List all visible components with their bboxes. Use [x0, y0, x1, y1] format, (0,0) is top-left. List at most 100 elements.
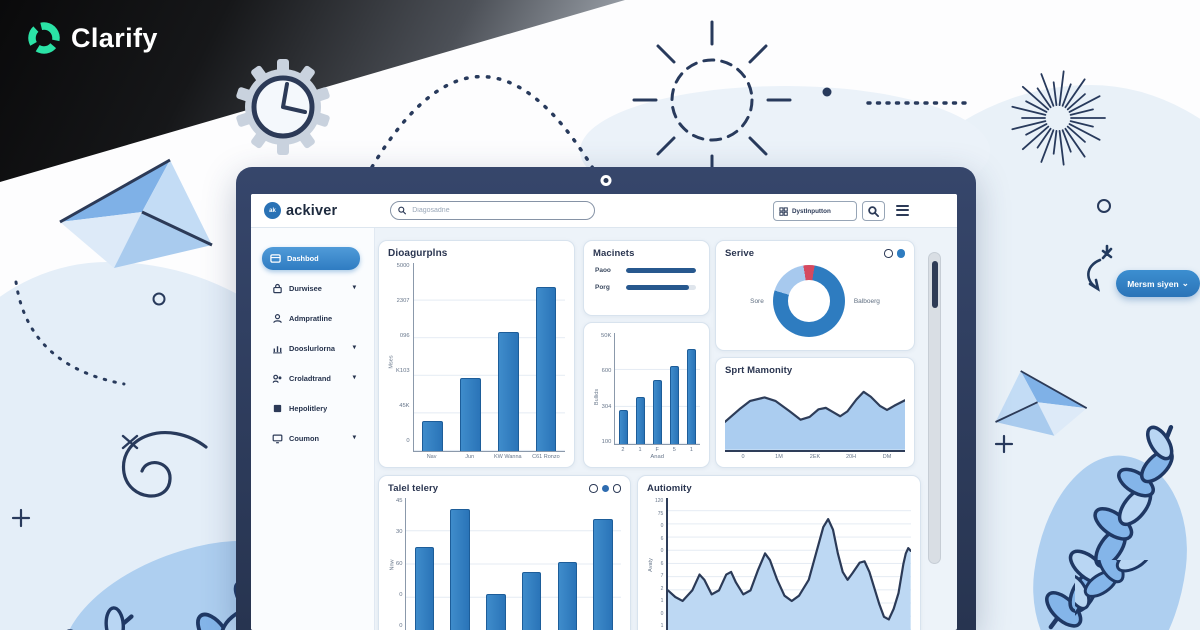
header-search-button[interactable] [862, 201, 885, 221]
search-input[interactable] [410, 206, 587, 215]
progress-track [626, 268, 696, 273]
bar [486, 593, 506, 630]
card-diagrams: Dioagurplns Mses 5000 2307 096 K103 45K 0 Nav Ju… [378, 240, 575, 468]
legend-dot-outline[interactable] [589, 484, 598, 493]
search-box[interactable] [390, 201, 595, 220]
grid-icon [779, 206, 788, 216]
bar [669, 366, 680, 444]
sidebar-item-label: Coumon [289, 434, 319, 443]
monitor-icon [272, 433, 283, 444]
users-icon [272, 373, 283, 384]
scrollbar-thumb[interactable] [931, 261, 938, 308]
plot-area [405, 498, 621, 630]
progress-row: Paoo [595, 267, 696, 274]
legend-dot-filled[interactable] [601, 485, 609, 492]
paper-plane-icon [59, 158, 213, 268]
bar [450, 508, 470, 630]
line-chart: Avaty 120 75 0 6 0 6 7 2 1 0 1 [647, 498, 911, 630]
y-axis-ticks: 5000 2307 096 K103 45K 0 [396, 263, 410, 444]
lock-icon [272, 283, 283, 294]
bar [619, 410, 629, 444]
sidebar-item-label: Croladtrand [289, 374, 331, 383]
progress-fill [626, 285, 689, 290]
line-series [668, 519, 911, 619]
progress-list: Paoo Porg [593, 259, 700, 291]
sidebar-item[interactable]: Admpratline [264, 307, 364, 330]
x-axis-label: Anad [650, 454, 664, 460]
chevron-down-icon: ▾ [352, 284, 356, 292]
dashboard-screen: ak ackiver Dystlnputton [251, 194, 957, 630]
legend-dot-outline[interactable] [884, 249, 893, 258]
sidebar-item[interactable]: Croladtrand ▾ [264, 367, 364, 390]
y-axis-ticks: 45 30 60 0 0 [396, 498, 403, 629]
card-autiomity: Autiomity Avaty 120 75 0 6 0 6 7 2 1 0 1 [637, 475, 921, 630]
bar-chart: Mses 5000 2307 096 K103 45K 0 Nav Jun KW Wanna C61… [388, 263, 565, 460]
sidebar-item[interactable]: Dooslurlorna ▾ [264, 337, 364, 360]
y-axis-ticks: 50K 600 304 100 [601, 333, 612, 445]
sidebar-item-label: Dashbod [287, 254, 319, 263]
area-fill [668, 519, 911, 630]
menu-icon[interactable] [896, 205, 909, 216]
brand-name: Clarify [71, 22, 158, 53]
dashboard-icon [270, 253, 281, 264]
sidebar-item[interactable]: Dashbod [262, 247, 360, 270]
progress-fill [626, 268, 696, 273]
donut-right-label: Balboerg [853, 297, 880, 305]
area-fill [725, 391, 905, 450]
laptop-camera [600, 175, 612, 186]
filter-button[interactable]: Dystlnputton [773, 201, 857, 221]
y-axis-ticks: 120 75 0 6 0 6 7 2 1 0 1 [655, 498, 664, 629]
scrollbar[interactable] [928, 252, 941, 564]
card-serive: Serive Sore Balboerg [715, 240, 915, 351]
sidebar: Dashbod Durwisee ▾ Admpratline Dooslurlorna ▾… [251, 228, 375, 630]
card-title: Macinets [593, 248, 635, 259]
card-title: Talel telery [388, 483, 439, 494]
bar [535, 287, 557, 451]
chevron-down-icon: ▾ [352, 374, 356, 382]
card-minibar: Bullids 50K 600 304 100 2 1 F 5 1 Anad [583, 322, 710, 468]
plot-area [666, 498, 911, 630]
cta-button[interactable]: Mersm siyen ⌄ [1116, 270, 1200, 297]
chart-legend [589, 484, 621, 493]
card-magnets: Macinets Paoo Porg [583, 240, 710, 316]
app-logo-name: ackiver [286, 202, 338, 219]
bar [422, 420, 443, 451]
clarify-logo-icon [28, 22, 60, 54]
search-icon [398, 206, 406, 215]
progress-row: Porg [595, 284, 696, 291]
user-icon [272, 313, 283, 324]
card-sprt: Sprt Mamonity 0 1M 2EK 20H DM [715, 357, 915, 468]
sidebar-item[interactable]: Coumon ▾ [264, 427, 364, 450]
sidebar-item-label: Dooslurlorna [289, 344, 335, 353]
y-axis-label: Nnw [389, 559, 396, 571]
card-title: Dioagurplns [388, 248, 448, 259]
bar [497, 332, 519, 451]
chart-icon [272, 343, 283, 354]
bar [414, 547, 435, 630]
y-axis-label: Bullids [594, 388, 601, 405]
card-title: Sprt Mamonity [725, 365, 793, 376]
search-icon [868, 205, 879, 217]
app-logo: ak ackiver [264, 202, 337, 219]
bar [652, 379, 663, 444]
card-talel: Talel telery Nnw 45 30 60 0 0 [378, 475, 631, 630]
card-title: Autiomity [647, 483, 692, 494]
progress-track [626, 285, 696, 290]
app-header: ak ackiver Dystlnputton [251, 194, 957, 228]
plot-area [614, 333, 700, 445]
sidebar-item[interactable]: Hepolitlery [264, 397, 364, 420]
square-icon [272, 403, 283, 414]
cta-label: Mersm siyen [1127, 278, 1179, 289]
area-chart: 0 1M 2EK 20H DM [725, 380, 905, 460]
x-axis-ticks: Nav Jun KW Wanna C61 Ronzo [426, 453, 560, 460]
x-axis-ticks: 0 1M 2EK 20H DM [741, 453, 892, 460]
bar [557, 561, 578, 630]
plot-area [412, 263, 565, 452]
legend-dot-outline[interactable] [612, 484, 621, 493]
sidebar-item[interactable]: Durwisee ▾ [264, 277, 364, 300]
y-axis-label: Mses [389, 354, 396, 369]
leaves-illustration [1075, 560, 1194, 630]
chevron-down-icon: ▾ [352, 434, 356, 442]
legend-dot-filled[interactable] [896, 249, 905, 258]
